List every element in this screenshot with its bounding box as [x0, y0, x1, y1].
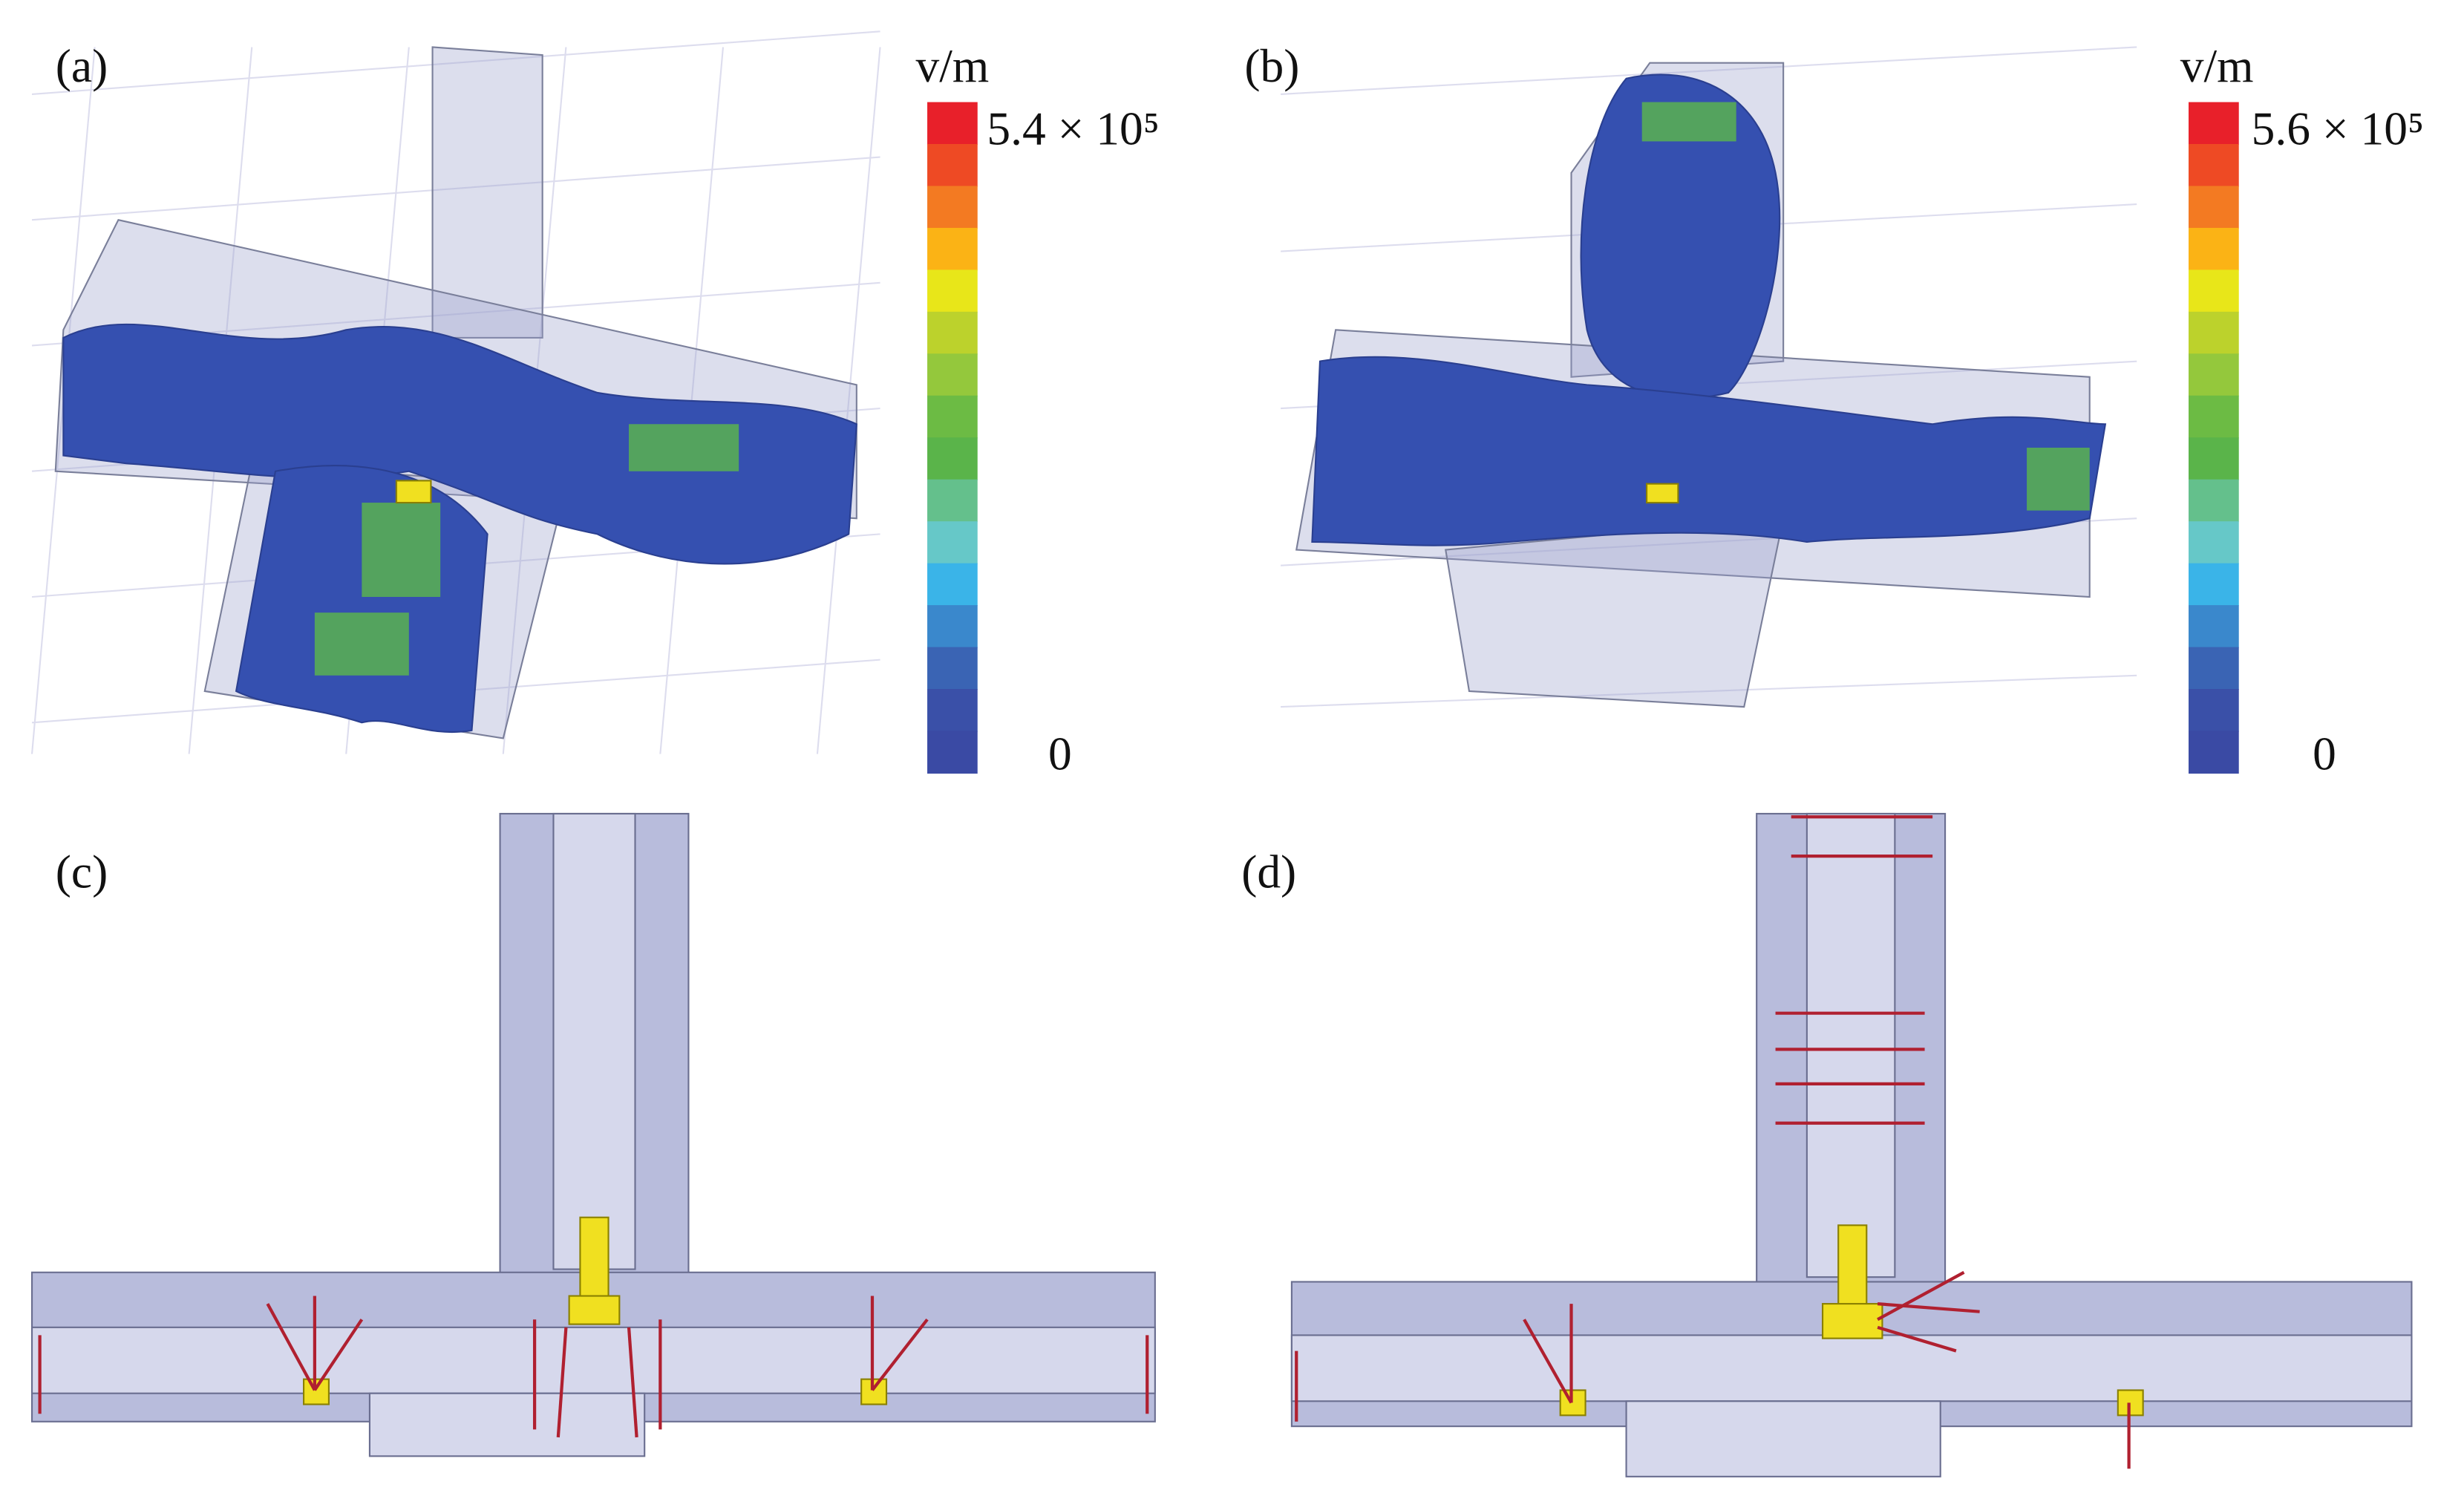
- colorbar-band: [927, 186, 978, 229]
- colorbar-unit: v/m: [2180, 39, 2254, 92]
- colorbar-band: [2189, 563, 2239, 607]
- panel-label: (a): [56, 39, 108, 92]
- colorbar-band: [927, 731, 978, 774]
- colorbar-band: [2189, 102, 2239, 146]
- colorbar-max: 5.6 × 10⁵: [2252, 102, 2424, 155]
- colorbar-band: [2189, 395, 2239, 439]
- colorbar-unit: v/m: [916, 39, 990, 92]
- colorbar-band: [927, 395, 978, 439]
- colorbar-band: [927, 311, 978, 355]
- colorbar-band: [2189, 479, 2239, 523]
- colorbar-band: [927, 479, 978, 523]
- colorbar-min: 0: [1048, 728, 1072, 780]
- colorbar-band: [2189, 186, 2239, 229]
- colorbar-band: [927, 437, 978, 480]
- colorbar-band: [2189, 605, 2239, 648]
- colorbar-band: [927, 353, 978, 396]
- field-arrows: [38, 1296, 1149, 1438]
- colorbar-band: [2189, 227, 2239, 271]
- colorbar-band: [2189, 143, 2239, 187]
- colorbar-band: [2189, 689, 2239, 732]
- colorbar-band: [927, 689, 978, 732]
- colorbar-max: 5.4 × 10⁵: [987, 102, 1159, 155]
- colorbar-band: [927, 270, 978, 313]
- panel-a-view: [30, 30, 881, 754]
- colorbar-band: [2189, 731, 2239, 774]
- colorbar-band: [927, 563, 978, 607]
- colorbar-band: [927, 647, 978, 690]
- panel-label: (d): [1241, 845, 1296, 898]
- colorbar-band: [2189, 437, 2239, 480]
- colorbar-band: [2189, 311, 2239, 355]
- colorbar-band: [2189, 270, 2239, 313]
- colorbar-band: [927, 143, 978, 187]
- panel-d-view: [1290, 812, 2413, 1477]
- colorbar-band: [927, 227, 978, 271]
- panel-label: (b): [1244, 39, 1299, 92]
- colorbar-min: 0: [2313, 728, 2336, 780]
- colorbar-band: [2189, 647, 2239, 690]
- colorbar-band: [2189, 353, 2239, 396]
- colorbar-band: [927, 102, 978, 146]
- field-arrows: [1295, 815, 2131, 1469]
- colorbar-band: [927, 605, 978, 648]
- colorbar-band: [927, 521, 978, 564]
- panel-label: (c): [56, 845, 108, 898]
- colorbar-band: [2189, 521, 2239, 564]
- panel-b-view: [1281, 46, 2137, 708]
- panel-c-view: [30, 812, 1156, 1457]
